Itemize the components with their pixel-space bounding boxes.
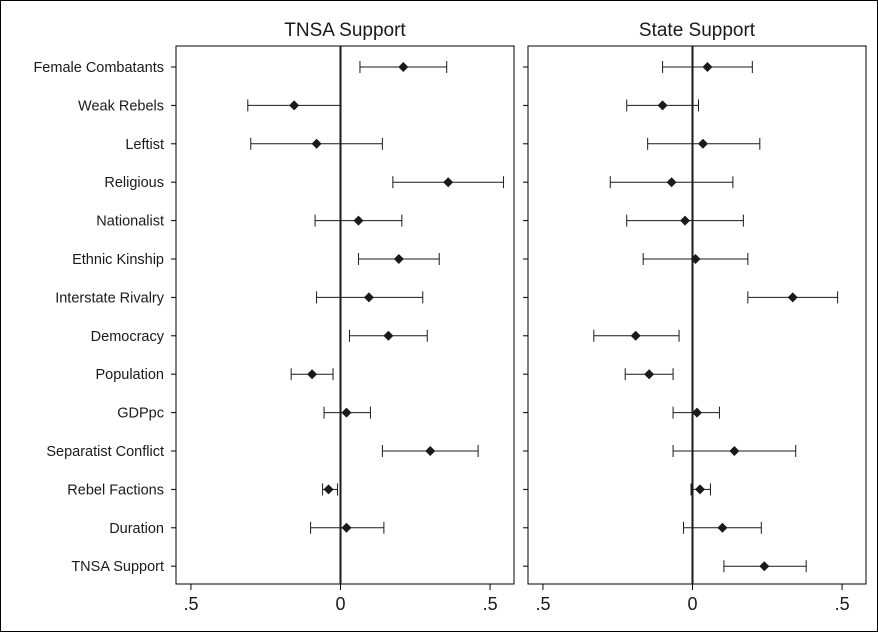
panel-frame bbox=[175, 45, 515, 585]
panel-title: TNSA Support bbox=[284, 20, 406, 41]
row-label: Population bbox=[95, 367, 164, 383]
point-estimate-marker bbox=[363, 292, 374, 303]
point-estimate-marker bbox=[787, 292, 798, 303]
point-estimate-marker bbox=[729, 446, 740, 456]
x-tick-label: 0 bbox=[336, 594, 346, 614]
row-label: TNSA Support bbox=[71, 559, 164, 575]
row-label: Democracy bbox=[91, 329, 165, 345]
row-label: Separatist Conflict bbox=[46, 444, 164, 460]
point-estimate-marker bbox=[341, 407, 352, 418]
row-label: Female Combatants bbox=[33, 60, 164, 76]
panel-title: State Support bbox=[639, 20, 756, 41]
panel-frame bbox=[527, 45, 867, 585]
point-estimate-marker bbox=[393, 254, 404, 264]
point-estimate-marker bbox=[307, 369, 318, 380]
row-label: Duration bbox=[109, 521, 164, 537]
x-tick-label: .5 bbox=[183, 594, 198, 614]
point-estimate-marker bbox=[657, 100, 668, 111]
point-estimate-marker bbox=[697, 138, 708, 149]
row-label: GDPpc bbox=[117, 406, 164, 422]
x-tick-label: 0 bbox=[688, 594, 698, 614]
point-estimate-marker bbox=[680, 215, 691, 226]
point-estimate-marker bbox=[341, 522, 352, 533]
row-label: Religious bbox=[104, 175, 164, 191]
point-estimate-marker bbox=[323, 484, 334, 495]
point-estimate-marker bbox=[692, 407, 702, 418]
row-label: Weak Rebels bbox=[78, 98, 164, 114]
point-estimate-marker bbox=[443, 177, 454, 188]
point-estimate-marker bbox=[702, 62, 713, 72]
row-label: Leftist bbox=[125, 137, 164, 153]
point-estimate-marker bbox=[311, 138, 322, 149]
point-estimate-marker bbox=[694, 484, 705, 495]
point-estimate-marker bbox=[690, 254, 701, 264]
x-tick-label: .5 bbox=[535, 594, 550, 614]
row-label: Interstate Rivalry bbox=[55, 290, 165, 306]
point-estimate-marker bbox=[353, 215, 364, 226]
x-tick-label: .5 bbox=[835, 594, 850, 614]
point-estimate-marker bbox=[630, 330, 641, 341]
point-estimate-marker bbox=[383, 330, 394, 341]
point-estimate-marker bbox=[717, 522, 728, 533]
point-estimate-marker bbox=[759, 561, 770, 572]
point-estimate-marker bbox=[289, 100, 300, 111]
point-estimate-marker bbox=[644, 369, 655, 380]
point-estimate-marker bbox=[425, 446, 436, 456]
row-label: Rebel Factions bbox=[67, 482, 164, 498]
point-estimate-marker bbox=[398, 62, 409, 72]
point-estimate-marker bbox=[666, 177, 677, 188]
row-label: Nationalist bbox=[96, 214, 164, 230]
x-tick-label: .5 bbox=[483, 594, 498, 614]
row-label: Ethnic Kinship bbox=[72, 252, 164, 268]
